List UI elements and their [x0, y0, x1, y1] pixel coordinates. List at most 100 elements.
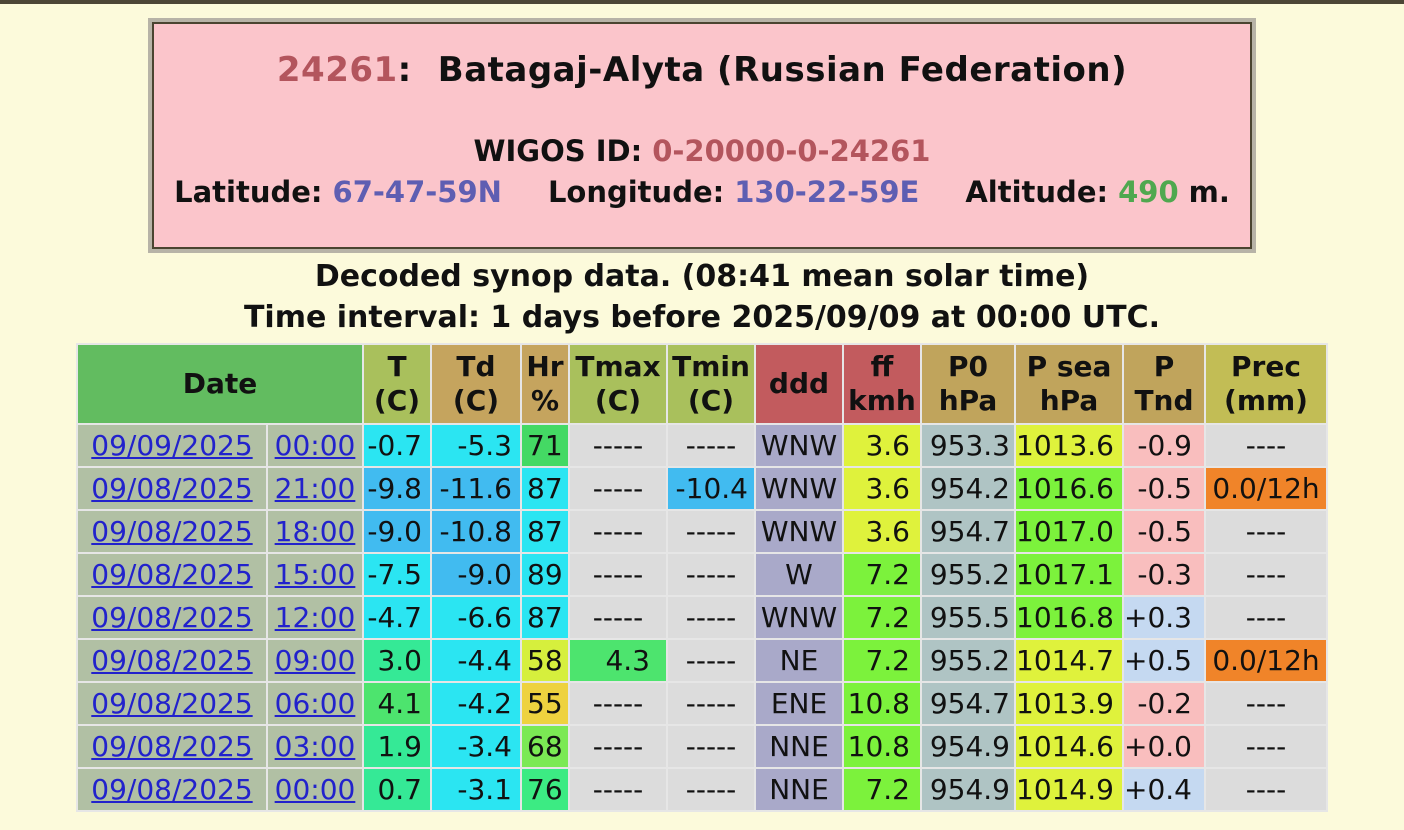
p0-cell: 955.2	[922, 640, 1014, 681]
station-info-box: 24261: Batagaj-Alyta (Russian Federation)…	[148, 18, 1256, 253]
date-link[interactable]: 09/08/2025	[91, 472, 253, 505]
ptnd-cell: -0.3	[1124, 554, 1204, 595]
tmax-cell: 4.3	[570, 640, 666, 681]
prec-cell: ----	[1206, 597, 1326, 638]
prec-cell: ----	[1206, 554, 1326, 595]
table-row: 09/09/2025 00:00 -0.7 -5.3 71 ----- ----- WNW 3.…	[77, 425, 1326, 466]
time-link[interactable]: 00:00	[274, 773, 356, 806]
time-link[interactable]: 03:00	[274, 730, 356, 763]
date-link[interactable]: 09/08/2025	[91, 687, 253, 720]
t-cell: 0.7	[364, 769, 430, 810]
altitude-label: Altitude:	[965, 175, 1109, 209]
time-link[interactable]: 15:00	[274, 558, 356, 591]
longitude-label: Longitude:	[547, 175, 725, 209]
td-cell: -10.8	[432, 511, 520, 552]
table-row: 09/08/2025 15:00 -7.5 -9.0 89 ----- ----- W 7.2 9…	[77, 554, 1326, 595]
altitude-value: 490	[1118, 175, 1179, 209]
subtitle-line-2: Time interval: 1 days before 2025/09/09 …	[243, 300, 1161, 335]
td-cell: -11.6	[432, 468, 520, 509]
date-cell: 09/08/2025	[77, 640, 266, 681]
tmax-cell: -----	[570, 468, 666, 509]
tmin-cell: -----	[668, 425, 754, 466]
date-link[interactable]: 09/08/2025	[91, 773, 253, 806]
col-header-td: Td (C)	[432, 345, 520, 423]
hr-cell: 89	[522, 554, 568, 595]
ptnd-cell: -0.5	[1124, 511, 1204, 552]
table-row: 09/08/2025 12:00 -4.7 -6.6 87 ----- ----- WNW 7.…	[77, 597, 1326, 638]
time-cell: 00:00	[267, 769, 362, 810]
p0-cell: 953.3	[922, 425, 1014, 466]
time-link[interactable]: 18:00	[274, 515, 356, 548]
hr-cell: 68	[522, 726, 568, 767]
tmin-cell: -----	[668, 640, 754, 681]
time-cell: 03:00	[267, 726, 362, 767]
ptnd-cell: +0.0	[1124, 726, 1204, 767]
ff-cell: 7.2	[844, 597, 920, 638]
col-header-tmax: Tmax (C)	[570, 345, 666, 423]
prec-cell: ----	[1206, 425, 1326, 466]
time-link[interactable]: 12:00	[274, 601, 356, 634]
td-cell: -6.6	[432, 597, 520, 638]
table-row: 09/08/2025 06:00 4.1 -4.2 55 ----- ----- ENE 10.…	[77, 683, 1326, 724]
date-cell: 09/08/2025	[77, 597, 266, 638]
time-link[interactable]: 06:00	[274, 687, 356, 720]
synop-table-body: 09/09/2025 00:00 -0.7 -5.3 71 ----- ----- WNW 3.…	[77, 425, 1326, 810]
header-row: Date T (C) Td (C) Hr% Tmax (C) Tmin (C) ddd ff kmh P0…	[77, 345, 1326, 423]
time-cell: 18:00	[267, 511, 362, 552]
ddd-cell: ENE	[756, 683, 842, 724]
td-cell: -3.1	[432, 769, 520, 810]
ff-cell: 10.8	[844, 683, 920, 724]
t-cell: 3.0	[364, 640, 430, 681]
col-header-ff: ff kmh	[844, 345, 920, 423]
time-cell: 12:00	[267, 597, 362, 638]
date-link[interactable]: 09/08/2025	[91, 515, 253, 548]
ptnd-cell: +0.3	[1124, 597, 1204, 638]
table-row: 09/08/2025 21:00 -9.8 -11.6 87 ----- -10.4 WNW 3…	[77, 468, 1326, 509]
ddd-cell: WNW	[756, 511, 842, 552]
td-cell: -3.4	[432, 726, 520, 767]
time-cell: 06:00	[267, 683, 362, 724]
date-cell: 09/08/2025	[77, 511, 266, 552]
date-link[interactable]: 09/08/2025	[91, 558, 253, 591]
prec-cell: ----	[1206, 726, 1326, 767]
psea-cell: 1014.7	[1016, 640, 1122, 681]
psea-cell: 1014.6	[1016, 726, 1122, 767]
date-cell: 09/08/2025	[77, 726, 266, 767]
coords-line: Latitude: 67-47-59N Longitude: 130-22-59E Al…	[154, 175, 1250, 209]
ptnd-cell: -0.5	[1124, 468, 1204, 509]
ptnd-cell: +0.5	[1124, 640, 1204, 681]
ddd-cell: WNW	[756, 597, 842, 638]
psea-cell: 1017.0	[1016, 511, 1122, 552]
ff-cell: 3.6	[844, 511, 920, 552]
tmin-cell: -----	[668, 726, 754, 767]
t-cell: 1.9	[364, 726, 430, 767]
hr-cell: 76	[522, 769, 568, 810]
tmax-cell: -----	[570, 769, 666, 810]
ff-cell: 7.2	[844, 554, 920, 595]
table-row: 09/08/2025 03:00 1.9 -3.4 68 ----- ----- NNE 10.…	[77, 726, 1326, 767]
date-link[interactable]: 09/09/2025	[91, 429, 253, 462]
tmax-cell: -----	[570, 683, 666, 724]
col-header-tmin: Tmin (C)	[668, 345, 754, 423]
tmax-cell: -----	[570, 425, 666, 466]
date-link[interactable]: 09/08/2025	[91, 601, 253, 634]
ff-cell: 7.2	[844, 640, 920, 681]
ddd-cell: NNE	[756, 769, 842, 810]
station-name: Batagaj-Alyta (Russian Federation)	[437, 50, 1128, 90]
ddd-cell: W	[756, 554, 842, 595]
time-link[interactable]: 09:00	[274, 644, 356, 677]
psea-cell: 1016.6	[1016, 468, 1122, 509]
date-link[interactable]: 09/08/2025	[91, 644, 253, 677]
col-header-t: T (C)	[364, 345, 430, 423]
date-link[interactable]: 09/08/2025	[91, 730, 253, 763]
time-link[interactable]: 00:00	[274, 429, 356, 462]
date-cell: 09/09/2025	[77, 425, 266, 466]
ff-cell: 3.6	[844, 425, 920, 466]
tmax-cell: -----	[570, 597, 666, 638]
time-link[interactable]: 21:00	[274, 472, 356, 505]
p0-cell: 954.9	[922, 726, 1014, 767]
latitude-group: Latitude: 67-47-59N	[174, 175, 502, 209]
psea-cell: 1014.9	[1016, 769, 1122, 810]
t-cell: -0.7	[364, 425, 430, 466]
